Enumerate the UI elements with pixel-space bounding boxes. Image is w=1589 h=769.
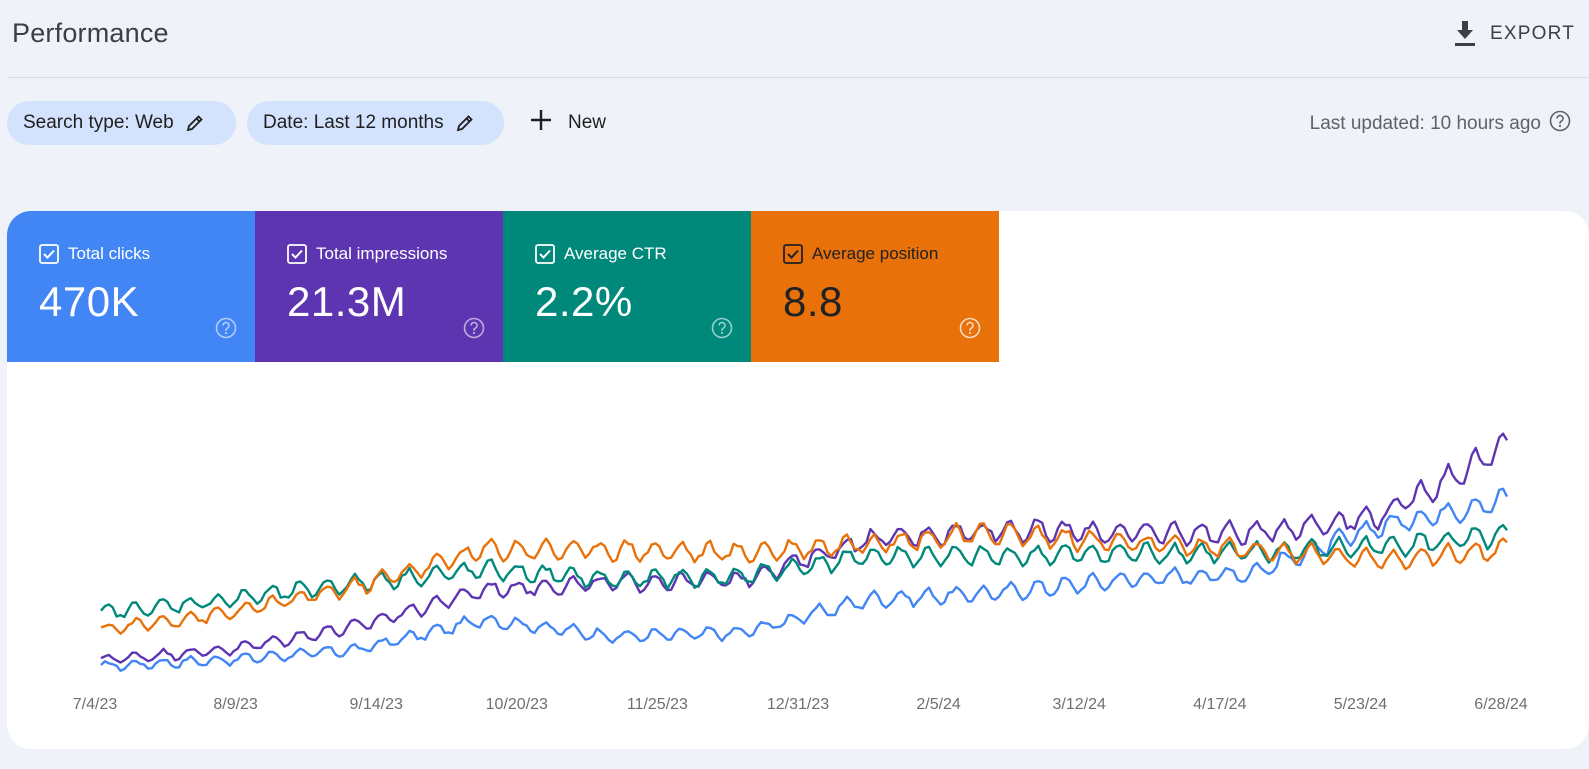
- new-filter-label: New: [568, 112, 607, 133]
- export-button[interactable]: EXPORT: [1454, 16, 1575, 52]
- checkbox-checked-icon[interactable]: [287, 244, 307, 264]
- top-bar: Performance EXPORT: [0, 0, 1589, 78]
- metric-label: Average CTR: [564, 244, 667, 263]
- series-line-total-clicks[interactable]: [100, 487, 1509, 672]
- metric-card-total-clicks[interactable]: Total clicks 470K: [7, 211, 255, 362]
- search-type-label: Search type: Web: [23, 112, 174, 133]
- search-type-filter-chip[interactable]: Search type: Web: [7, 101, 236, 145]
- metric-value: 8.8: [783, 278, 843, 325]
- edit-pencil-icon: [456, 114, 474, 132]
- chart-series-group: [100, 432, 1509, 672]
- x-tick-label: 6/28/24: [1474, 696, 1527, 713]
- series-line-total-impressions[interactable]: [100, 432, 1509, 664]
- metric-value: 470K: [39, 278, 140, 325]
- export-label: EXPORT: [1490, 23, 1575, 44]
- x-axis-ticks: 7/4/23 8/9/23 9/14/23 10/20/23 11/25/23 12/31…: [73, 696, 1528, 713]
- metric-card-average-ctr[interactable]: Average CTR 2.2%: [503, 211, 751, 362]
- series-line-average-position[interactable]: [100, 521, 1508, 635]
- x-tick-label: 12/31/23: [767, 696, 829, 713]
- edit-pencil-icon: [186, 114, 204, 132]
- x-tick-label: 8/9/23: [213, 696, 258, 713]
- last-updated-text: Last updated: 10 hours ago: [1309, 113, 1541, 134]
- checkbox-checked-icon[interactable]: [535, 244, 555, 264]
- plus-icon: [530, 109, 552, 137]
- metric-label: Average position: [812, 244, 939, 263]
- date-filter-chip[interactable]: Date: Last 12 months: [247, 101, 504, 145]
- help-icon[interactable]: [711, 317, 733, 344]
- x-tick-label: 3/12/24: [1053, 696, 1106, 713]
- metric-label: Total impressions: [316, 244, 448, 263]
- x-tick-label: 2/5/24: [916, 696, 961, 713]
- download-icon: [1454, 21, 1476, 47]
- performance-panel: Total clicks 470K Total impressions 21.3…: [7, 211, 1589, 749]
- metric-card-total-impressions[interactable]: Total impressions 21.3M: [255, 211, 503, 362]
- x-tick-label: 4/17/24: [1193, 696, 1246, 713]
- metric-label: Total clicks: [68, 244, 151, 263]
- checkbox-checked-icon[interactable]: [783, 244, 803, 264]
- metric-value: 2.2%: [535, 278, 633, 325]
- x-tick-label: 9/14/23: [350, 696, 403, 713]
- date-filter-label: Date: Last 12 months: [263, 112, 444, 133]
- checkbox-checked-icon[interactable]: [39, 244, 59, 264]
- help-icon[interactable]: [959, 317, 981, 344]
- help-icon[interactable]: [1549, 110, 1571, 138]
- performance-line-chart[interactable]: 7/4/23 8/9/23 9/14/23 10/20/23 11/25/23 12/31…: [7, 211, 1589, 749]
- help-icon[interactable]: [463, 317, 485, 344]
- last-updated-status: Last updated: 10 hours ago: [1310, 110, 1571, 138]
- page-title: Performance: [12, 18, 169, 48]
- x-tick-label: 7/4/23: [73, 696, 118, 713]
- new-filter-button[interactable]: New: [530, 101, 606, 145]
- x-tick-label: 5/23/24: [1334, 696, 1387, 713]
- metric-value: 21.3M: [287, 278, 407, 325]
- help-icon[interactable]: [215, 317, 237, 344]
- x-tick-label: 10/20/23: [486, 696, 548, 713]
- series-line-average-ctr[interactable]: [100, 523, 1508, 619]
- x-tick-label: 11/25/23: [627, 696, 688, 713]
- metric-card-average-position[interactable]: Average position 8.8: [751, 211, 999, 362]
- header-divider: [8, 77, 1589, 78]
